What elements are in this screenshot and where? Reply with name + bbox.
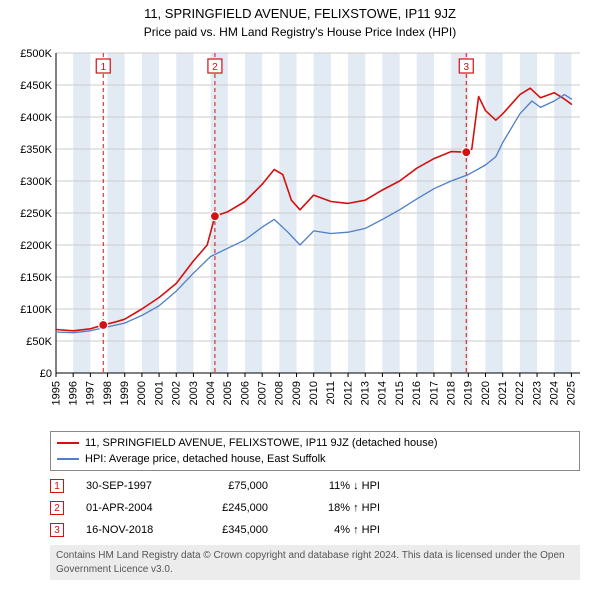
svg-text:£250K: £250K	[20, 208, 52, 220]
svg-text:2024: 2024	[549, 381, 561, 405]
svg-text:2018: 2018	[445, 381, 457, 405]
sale-date: 01-APR-2004	[86, 502, 176, 514]
svg-text:2005: 2005	[222, 381, 234, 405]
sale-marker-box: 3	[50, 523, 64, 537]
sale-price: £345,000	[198, 524, 268, 536]
svg-text:1998: 1998	[102, 381, 114, 405]
svg-text:£100K: £100K	[20, 304, 52, 316]
svg-text:£300K: £300K	[20, 176, 52, 188]
sale-date: 16-NOV-2018	[86, 524, 176, 536]
svg-text:1995: 1995	[50, 381, 62, 405]
svg-text:£500K: £500K	[20, 48, 52, 60]
legend-swatch	[57, 442, 79, 444]
svg-text:2008: 2008	[274, 381, 286, 405]
svg-text:£50K: £50K	[26, 336, 52, 348]
sale-row: 2 01-APR-2004 £245,000 18% ↑ HPI	[50, 497, 580, 519]
sale-row: 1 30-SEP-1997 £75,000 11% ↓ HPI	[50, 475, 580, 497]
svg-text:2022: 2022	[514, 381, 526, 405]
svg-text:3: 3	[463, 62, 469, 73]
svg-text:£150K: £150K	[20, 272, 52, 284]
svg-text:2015: 2015	[394, 381, 406, 405]
svg-text:£200K: £200K	[20, 240, 52, 252]
svg-text:2004: 2004	[205, 381, 217, 405]
svg-text:2010: 2010	[308, 381, 320, 405]
svg-text:2013: 2013	[360, 381, 372, 405]
sale-diff: 4% ↑ HPI	[290, 524, 380, 536]
svg-text:2016: 2016	[411, 381, 423, 405]
svg-text:2014: 2014	[377, 381, 389, 405]
svg-text:2025: 2025	[566, 381, 578, 405]
legend: 11, SPRINGFIELD AVENUE, FELIXSTOWE, IP11…	[50, 431, 580, 471]
svg-text:2021: 2021	[497, 381, 509, 405]
svg-text:£0: £0	[40, 368, 52, 380]
svg-text:2023: 2023	[531, 381, 543, 405]
legend-item: 11, SPRINGFIELD AVENUE, FELIXSTOWE, IP11…	[57, 435, 573, 451]
svg-text:£400K: £400K	[20, 112, 52, 124]
svg-text:2020: 2020	[480, 381, 492, 405]
sale-price: £75,000	[198, 480, 268, 492]
legend-label: HPI: Average price, detached house, East…	[85, 453, 326, 465]
svg-text:2000: 2000	[136, 381, 148, 405]
sale-diff: 11% ↓ HPI	[290, 480, 380, 492]
legend-swatch	[57, 458, 79, 460]
attribution: Contains HM Land Registry data © Crown c…	[50, 545, 580, 580]
svg-text:2006: 2006	[239, 381, 251, 405]
svg-text:2002: 2002	[171, 381, 183, 405]
svg-text:1999: 1999	[119, 381, 131, 405]
svg-text:2009: 2009	[291, 381, 303, 405]
svg-text:2017: 2017	[428, 381, 440, 405]
chart-subtitle: Price paid vs. HM Land Registry's House …	[8, 25, 592, 39]
svg-text:2011: 2011	[325, 381, 337, 405]
sales-table: 1 30-SEP-1997 £75,000 11% ↓ HPI 2 01-APR-2004…	[50, 475, 580, 541]
svg-text:£350K: £350K	[20, 144, 52, 156]
svg-text:2007: 2007	[256, 381, 268, 405]
svg-text:1: 1	[100, 62, 106, 73]
svg-text:2003: 2003	[188, 381, 200, 405]
svg-text:1997: 1997	[85, 381, 97, 405]
legend-item: HPI: Average price, detached house, East…	[57, 451, 573, 467]
svg-text:2019: 2019	[463, 381, 475, 405]
sale-marker-box: 2	[50, 501, 64, 515]
svg-text:2012: 2012	[342, 381, 354, 405]
legend-label: 11, SPRINGFIELD AVENUE, FELIXSTOWE, IP11…	[85, 437, 438, 449]
price-chart: £0 £50K £100K £150K £200K £250K £300K £350K £400…	[8, 45, 592, 425]
sale-row: 3 16-NOV-2018 £345,000 4% ↑ HPI	[50, 519, 580, 541]
svg-text:1996: 1996	[67, 381, 79, 405]
svg-text:2: 2	[212, 62, 218, 73]
svg-text:£450K: £450K	[20, 80, 52, 92]
sale-price: £245,000	[198, 502, 268, 514]
sale-diff: 18% ↑ HPI	[290, 502, 380, 514]
sale-marker-box: 1	[50, 479, 64, 493]
svg-text:2001: 2001	[153, 381, 165, 405]
sale-date: 30-SEP-1997	[86, 480, 176, 492]
chart-title: 11, SPRINGFIELD AVENUE, FELIXSTOWE, IP11…	[8, 6, 592, 21]
